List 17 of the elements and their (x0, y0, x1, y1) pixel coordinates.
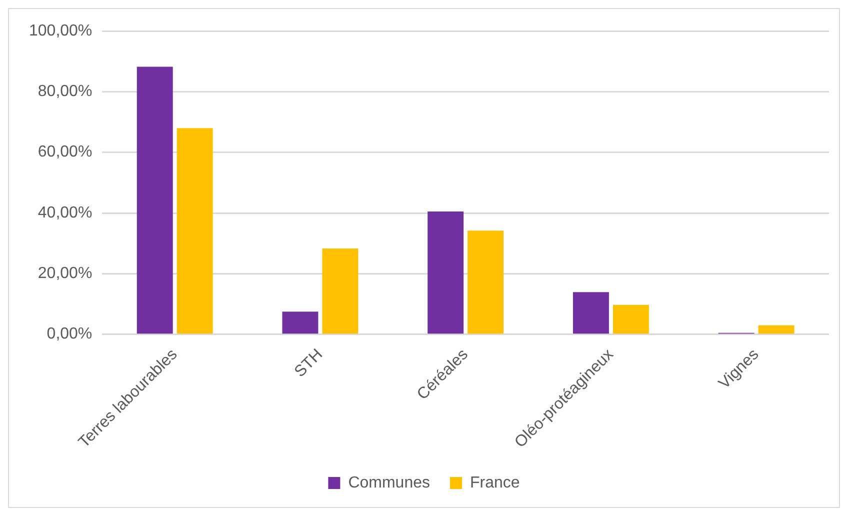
y-tick-label: 0,00% (46, 326, 92, 343)
legend-label: France (470, 474, 520, 492)
bar (428, 211, 464, 334)
bar (282, 312, 318, 334)
legend-label: Communes (348, 474, 430, 492)
y-tick-label: 40,00% (38, 204, 92, 222)
y-tick-label: 100,00% (28, 22, 92, 40)
bar (612, 304, 649, 334)
bar (572, 292, 609, 334)
y-tick-label: 80,00% (38, 83, 92, 100)
bar (136, 66, 173, 334)
y-tick-label: 60,00% (38, 144, 92, 161)
bar (322, 248, 358, 334)
y-tick-label: 20,00% (38, 265, 92, 282)
bar (758, 325, 794, 334)
bar (176, 128, 213, 334)
bar (468, 230, 504, 334)
